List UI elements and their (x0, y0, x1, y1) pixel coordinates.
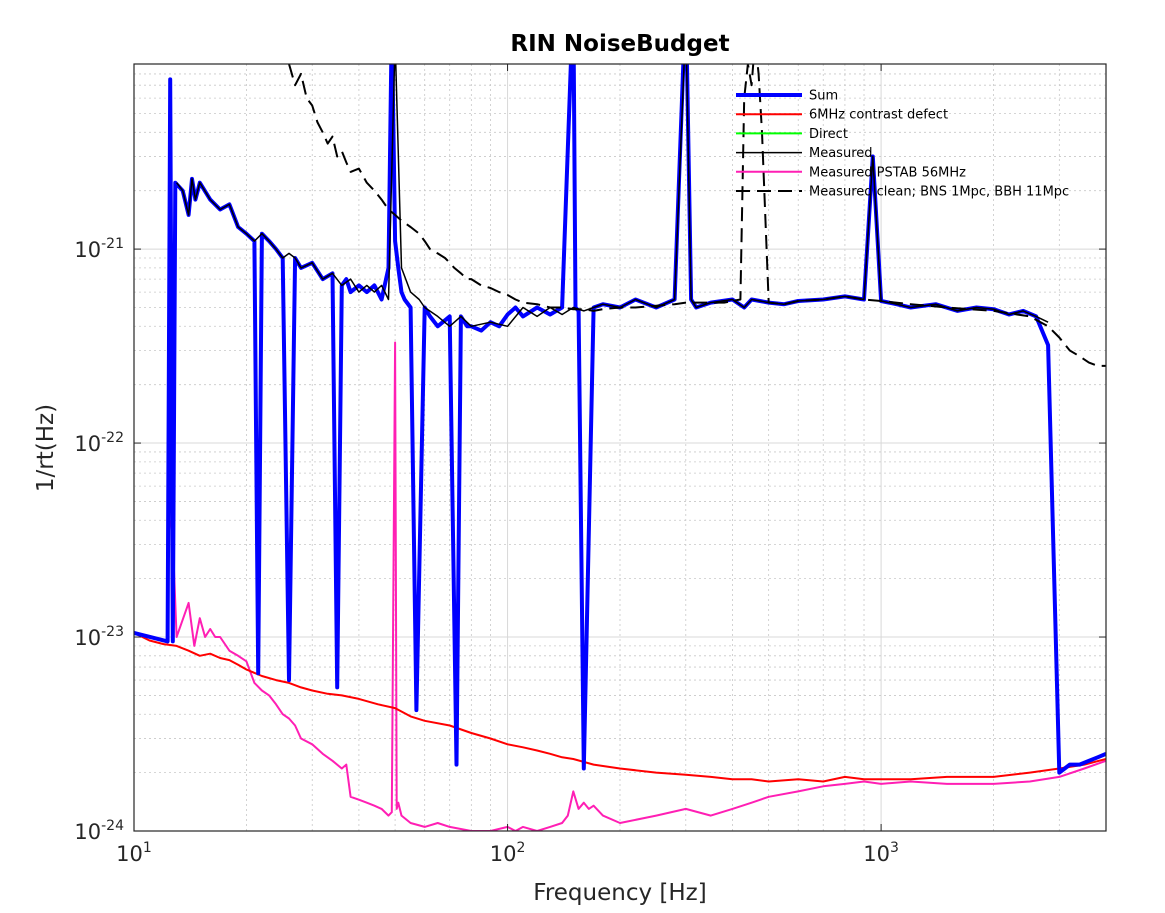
series-lines (134, 64, 1106, 831)
legend-label: Sum (809, 89, 838, 104)
legend-label: Measured (809, 146, 873, 161)
y-tick-label: 10-22 (74, 430, 124, 456)
x-tick-label: 103 (863, 840, 899, 866)
legend-label: Measured clean; BNS 1Mpc, BBH 11Mpc (809, 185, 1069, 200)
plot-frame (133, 63, 1107, 832)
legend: Sum 6MHz contrast defect Direct Measured Mea… (736, 89, 1069, 200)
legend-label: 6MHz contrast defect (809, 108, 948, 123)
y-tick-label: 10-24 (74, 818, 124, 844)
legend-label: Direct (809, 127, 848, 142)
series-line-measured-pstab-56mhz (169, 341, 1106, 831)
series-line-measured-clean-bns-1mpc-bbh-11mpc (288, 64, 1106, 367)
y-axis-label: 1/rt(Hz) (33, 404, 59, 492)
chart-title: RIN NoiseBudget (510, 31, 729, 57)
legend-label: Measured PSTAB 56MHz (809, 165, 966, 180)
x-tick-label: 101 (116, 840, 152, 866)
axis-ticks: 101 102 103 10-24 10-23 10-22 10-21 (74, 64, 1106, 866)
x-tick-label: 102 (490, 840, 526, 866)
y-tick-label: 10-23 (74, 624, 124, 650)
y-tick-label: 10-21 (74, 236, 124, 262)
series-line-6mhz-contrast-defect (134, 632, 1106, 783)
x-axis-label: Frequency [Hz] (533, 880, 706, 906)
